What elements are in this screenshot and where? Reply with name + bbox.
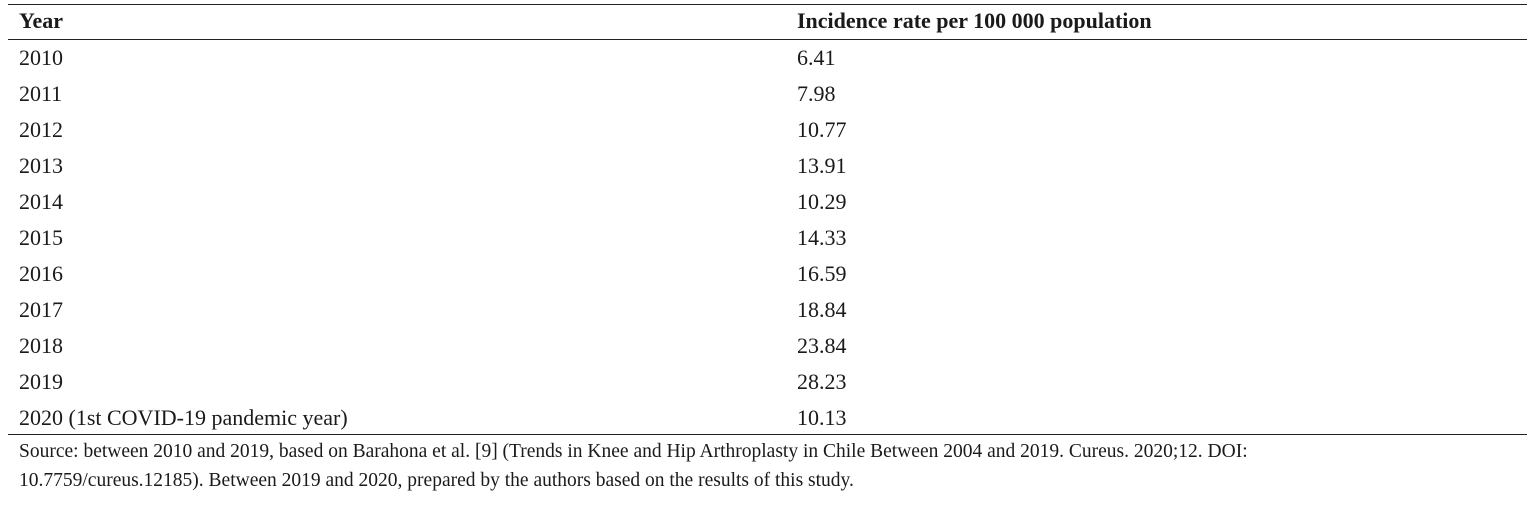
table-row: 2018 23.84 xyxy=(0,328,1529,364)
year-cell: 2014 xyxy=(19,189,63,214)
year-cell: 2015 xyxy=(19,225,63,250)
table-row: 2020 (1st COVID-19 pandemic year) 10.13 xyxy=(0,400,1529,436)
table-row: 2017 18.84 xyxy=(0,292,1529,328)
rate-cell: 14.33 xyxy=(797,225,847,250)
year-cell: 2018 xyxy=(19,333,63,358)
table-row: 2019 28.23 xyxy=(0,364,1529,400)
source-note-line-2: 10.7759/cureus.12185). Between 2019 and … xyxy=(19,470,854,491)
table-header-rule xyxy=(8,39,1527,40)
year-cell: 2020 (1st COVID-19 pandemic year) xyxy=(19,405,348,430)
table-bottom-rule xyxy=(8,434,1527,435)
rate-cell: 28.23 xyxy=(797,369,847,394)
rate-cell: 18.84 xyxy=(797,297,847,322)
table-row: 2015 14.33 xyxy=(0,220,1529,256)
year-cell: 2016 xyxy=(19,261,63,286)
rate-cell: 16.59 xyxy=(797,261,847,286)
table-row: 2011 7.98 xyxy=(0,76,1529,112)
rate-cell: 7.98 xyxy=(797,81,836,106)
year-cell: 2013 xyxy=(19,153,63,178)
table-row: 2014 10.29 xyxy=(0,184,1529,220)
table-row: 2012 10.77 xyxy=(0,112,1529,148)
rate-cell: 10.29 xyxy=(797,189,847,214)
table-row: 2016 16.59 xyxy=(0,256,1529,292)
table-row: 2013 13.91 xyxy=(0,148,1529,184)
table-top-rule xyxy=(8,4,1527,5)
source-note-line-1: Source: between 2010 and 2019, based on … xyxy=(19,441,1248,462)
table-row: 2010 6.41 xyxy=(0,40,1529,76)
rate-cell: 6.41 xyxy=(797,45,836,70)
rate-cell: 10.13 xyxy=(797,405,847,430)
source-note: Source: between 2010 and 2019, based on … xyxy=(19,437,1519,495)
rate-cell: 10.77 xyxy=(797,117,847,142)
year-cell: 2010 xyxy=(19,45,63,70)
year-cell: 2019 xyxy=(19,369,63,394)
year-cell: 2017 xyxy=(19,297,63,322)
rate-cell: 23.84 xyxy=(797,333,847,358)
header-year: Year xyxy=(19,8,63,33)
year-cell: 2012 xyxy=(19,117,63,142)
year-cell: 2011 xyxy=(19,81,63,106)
rate-cell: 13.91 xyxy=(797,153,847,178)
table-header-row: Year Incidence rate per 100 000 populati… xyxy=(0,3,1529,39)
header-incidence-rate: Incidence rate per 100 000 population xyxy=(797,8,1152,33)
